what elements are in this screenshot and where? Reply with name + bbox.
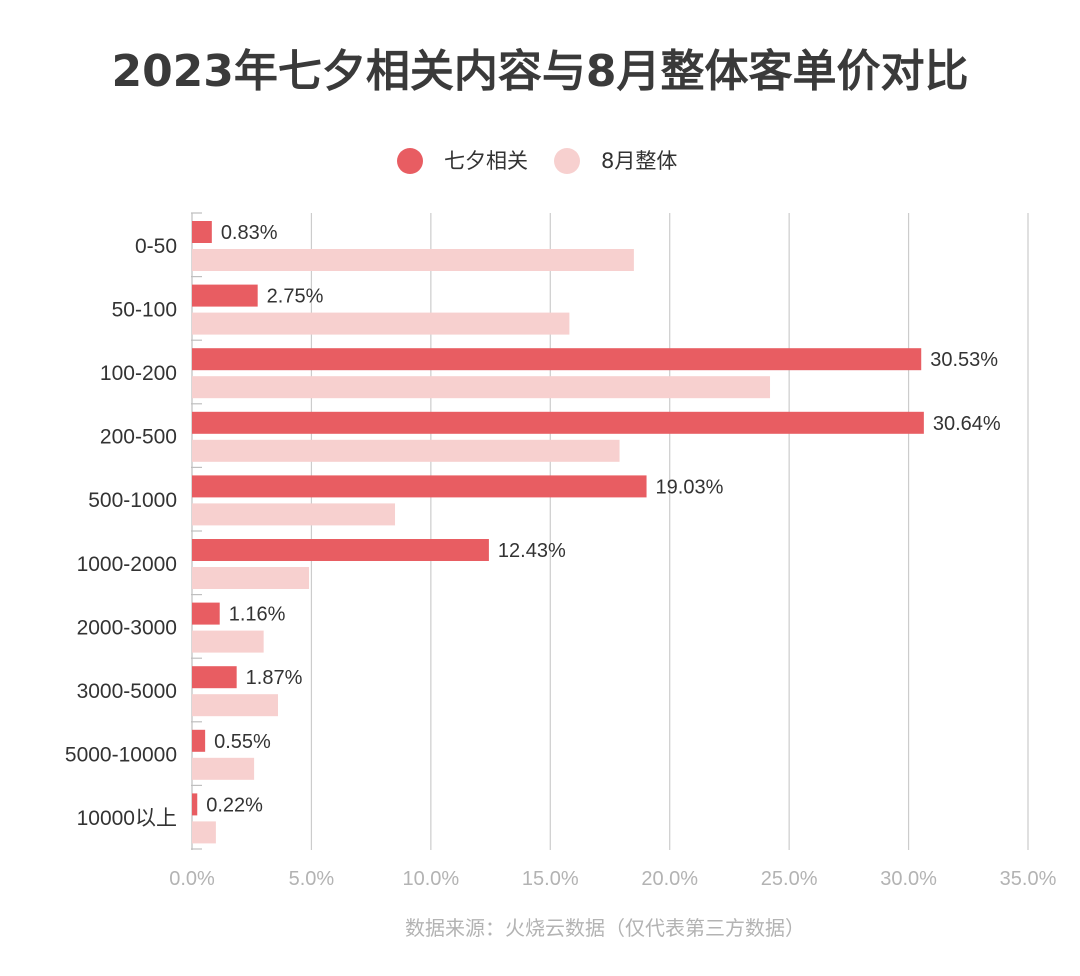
gridlines [191,212,1029,850]
x-tick-label: 0.0% [169,868,215,890]
bar-qixi [192,539,489,561]
bar-qixi [192,284,258,307]
legend-label-qixi: 七夕相关 [444,149,528,173]
data-label: 30.64% [933,413,1001,435]
data-label: 1.16% [229,604,286,626]
bar-august [192,503,396,526]
bar-qixi [192,602,220,625]
data-label: 30.53% [930,349,998,371]
bar-august [192,376,771,399]
data-label: 19.03% [656,476,724,498]
category-label: 1000-2000 [77,553,177,576]
bar-august [192,567,310,589]
x-tick-label: 20.0% [641,868,698,890]
data-label: 2.75% [267,286,324,308]
data-label: 12.43% [498,540,566,562]
category-label: 5000-10000 [65,744,177,767]
category-label: 2000-3000 [77,616,177,639]
legend: 七夕相关 8月整体 [397,148,677,174]
category-label: 50-100 [112,298,177,321]
legend-marker-qixi [397,148,423,174]
source-note: 数据来源：火烧云数据（仅代表第三方数据） [405,916,805,940]
x-tick-label: 15.0% [522,868,579,890]
data-label: 0.22% [206,794,263,816]
x-tick-label: 35.0% [1000,868,1057,890]
x-tick-label: 30.0% [880,868,937,890]
category-label: 3000-5000 [77,680,177,703]
x-tick-label: 25.0% [761,868,818,890]
bar-august [192,312,570,335]
bar-qixi [192,475,647,498]
bar-qixi [192,793,198,816]
chart-title: 2023年七夕相关内容与8月整体客单价对比 [111,46,968,97]
category-label: 200-500 [100,426,177,449]
x-axis-tick-labels: 0.0% 5.0% 10.0% 15.0% 20.0% 25.0% 30.0% 35.0% [169,868,1056,890]
data-label: 0.83% [221,222,278,244]
bar-qixi [192,411,924,434]
bar-august [192,757,255,780]
bar-qixi [192,221,212,243]
x-tick-label: 5.0% [289,868,335,890]
data-labels: 0.83% 2.75% 30.53% 30.64% 19.03% 12.43% 1.16% 1… [206,222,1001,816]
data-label: 1.87% [246,667,303,689]
category-label: 500-1000 [88,489,177,512]
x-tick-label: 10.0% [402,868,459,890]
bar-august [192,694,278,717]
legend-marker-august [554,148,580,174]
legend-label-august: 8月整体 [601,149,677,173]
bar-august [192,249,634,271]
category-label: 10000以上 [77,807,177,830]
bar-august [192,630,264,653]
bar-august [192,439,620,462]
bars [192,221,924,844]
bar-qixi [192,666,237,689]
bar-qixi [192,348,922,371]
data-label: 0.55% [214,731,271,753]
category-label: 100-200 [100,362,177,385]
category-labels: 0-50 50-100 100-200 200-500 500-1000 1000-200… [65,235,177,830]
bar-august [192,821,216,844]
bar-qixi [192,729,206,752]
category-label: 0-50 [135,235,177,258]
